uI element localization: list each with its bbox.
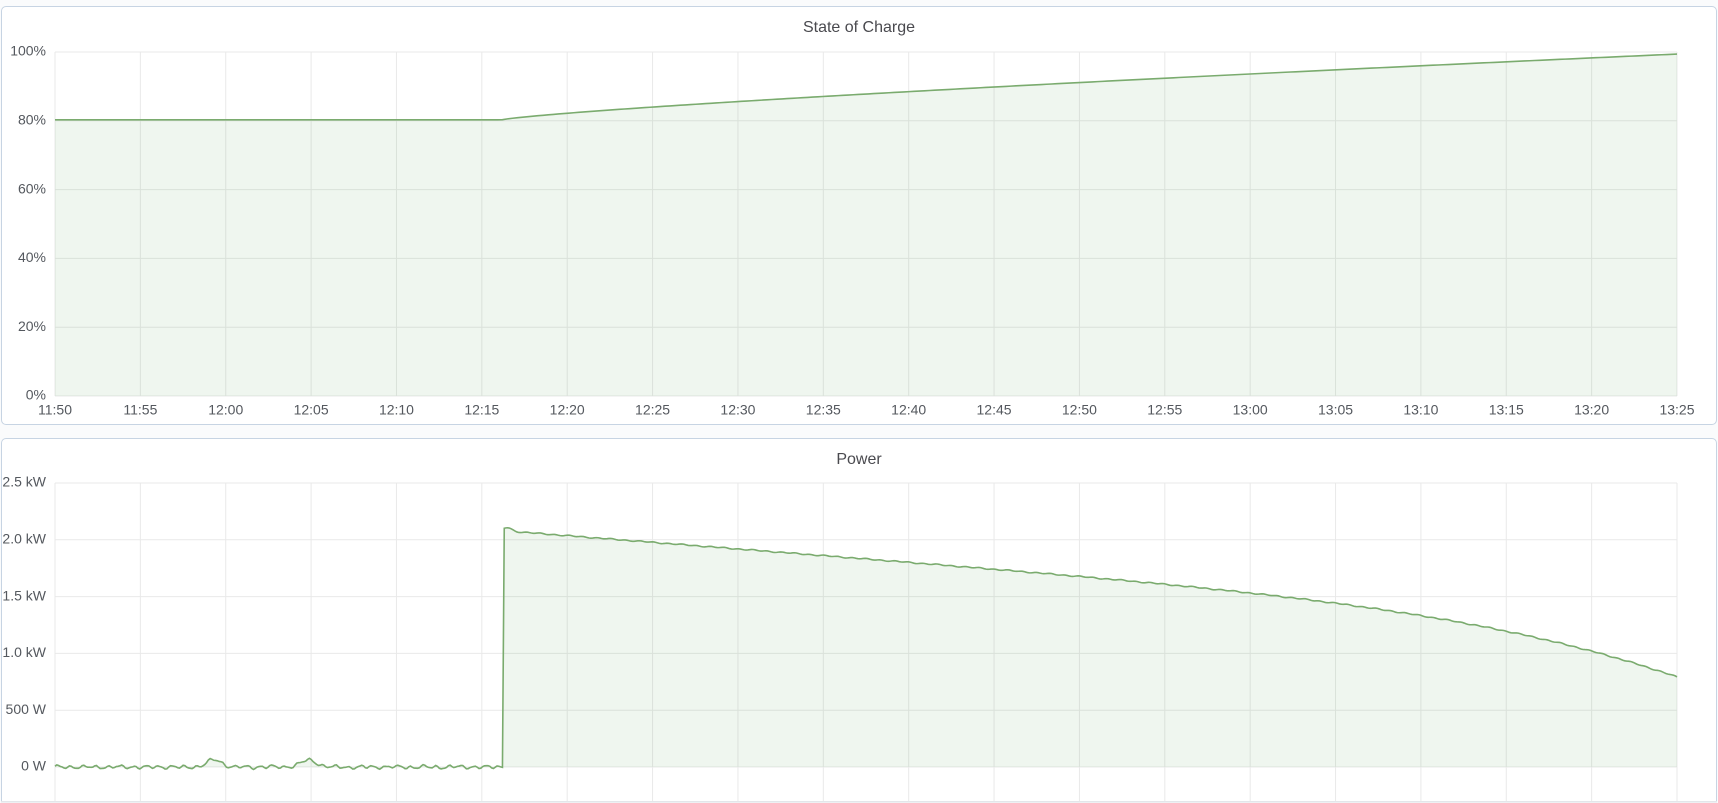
- svg-text:2.5 kW: 2.5 kW: [2, 474, 46, 490]
- svg-text:60%: 60%: [18, 180, 46, 196]
- svg-text:12:50: 12:50: [1062, 402, 1097, 418]
- svg-text:500 W: 500 W: [6, 701, 47, 717]
- svg-text:12:25: 12:25: [635, 402, 670, 418]
- svg-text:2.0 kW: 2.0 kW: [2, 531, 46, 547]
- svg-text:12:00: 12:00: [208, 402, 243, 418]
- svg-text:12:40: 12:40: [891, 402, 926, 418]
- svg-text:13:25: 13:25: [1659, 402, 1694, 418]
- svg-text:40%: 40%: [18, 249, 46, 265]
- svg-text:0%: 0%: [26, 387, 46, 403]
- svg-text:11:50: 11:50: [38, 402, 72, 418]
- svg-text:13:00: 13:00: [1233, 402, 1268, 418]
- svg-text:80%: 80%: [18, 112, 46, 128]
- svg-text:12:15: 12:15: [464, 402, 499, 418]
- svg-text:12:20: 12:20: [550, 402, 585, 418]
- svg-text:13:10: 13:10: [1403, 402, 1438, 418]
- svg-text:12:10: 12:10: [379, 402, 414, 418]
- svg-text:20%: 20%: [18, 318, 46, 334]
- svg-text:1.5 kW: 1.5 kW: [2, 587, 46, 603]
- svg-text:12:35: 12:35: [806, 402, 841, 418]
- svg-text:13:05: 13:05: [1318, 402, 1353, 418]
- svg-text:1.0 kW: 1.0 kW: [2, 644, 46, 660]
- svg-text:0 W: 0 W: [21, 758, 47, 774]
- svg-text:100%: 100%: [10, 43, 46, 59]
- svg-text:13:20: 13:20: [1574, 402, 1609, 418]
- svg-text:12:45: 12:45: [977, 402, 1012, 418]
- svg-text:12:05: 12:05: [294, 402, 329, 418]
- svg-text:12:30: 12:30: [720, 402, 755, 418]
- svg-text:13:15: 13:15: [1489, 402, 1524, 418]
- svg-text:11:55: 11:55: [123, 402, 157, 418]
- svg-text:12:55: 12:55: [1147, 402, 1182, 418]
